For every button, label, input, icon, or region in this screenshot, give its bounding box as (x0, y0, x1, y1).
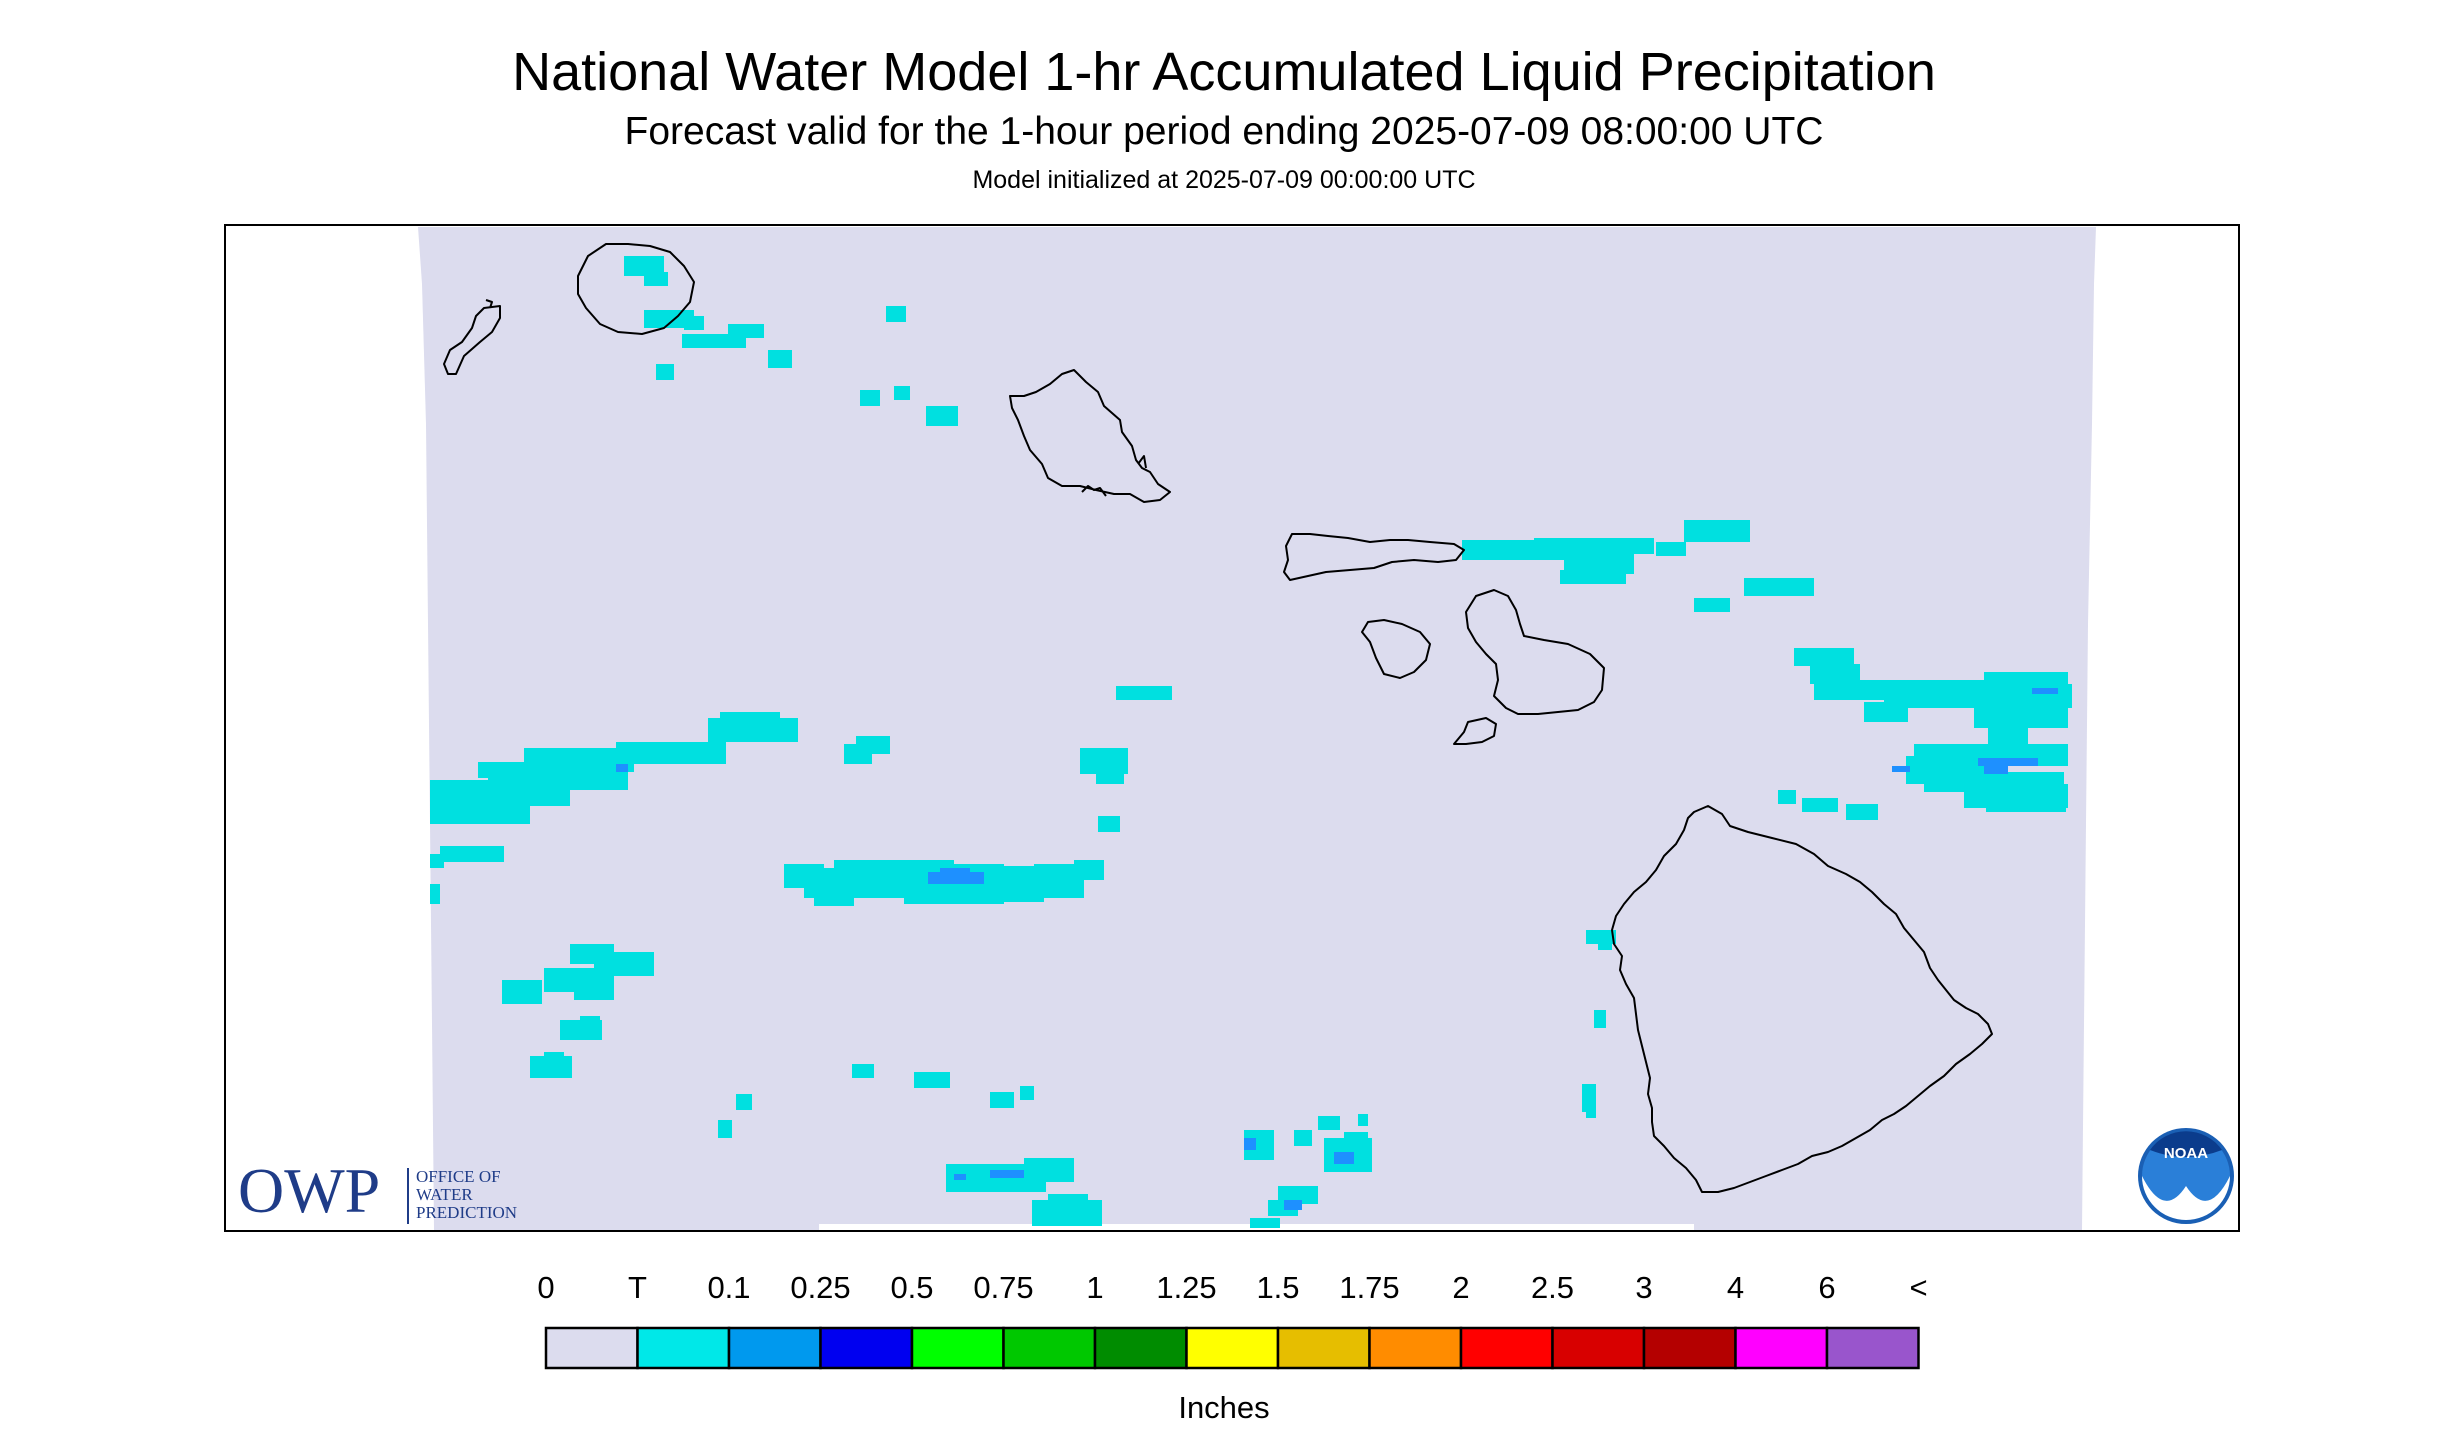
legend-tick-label: 2 (1452, 1270, 1470, 1305)
island-coastlines (443, 243, 1993, 1193)
legend-tick-label: T (628, 1270, 647, 1305)
island-niihau (443, 299, 501, 375)
owp-logo: OWP OFFICE OF WATER PREDICTION (238, 1155, 517, 1226)
legend-swatch (1276, 1326, 1371, 1370)
noaa-logo: NOAA (2138, 1128, 2234, 1224)
legend-swatch (1368, 1326, 1463, 1370)
map-subtitle: Forecast valid for the 1-hour period end… (624, 110, 1824, 153)
map-title: National Water Model 1-hr Accumulated Li… (512, 42, 1936, 102)
legend-swatch (1825, 1326, 1920, 1370)
island-lanai (1361, 619, 1431, 679)
legend-swatch (819, 1326, 914, 1370)
legend-swatch (1459, 1326, 1554, 1370)
island-kahoolawe (1453, 717, 1497, 745)
owp-logo-line1: OFFICE OF (416, 1167, 501, 1186)
model-domain (418, 227, 2096, 1230)
legend-swatch (1642, 1326, 1737, 1370)
precip-light-cells (616, 688, 2058, 1210)
legend-tick-label: 6 (1818, 1270, 1836, 1305)
legend-swatch (1551, 1326, 1646, 1370)
legend-tick-label: < (1909, 1270, 1928, 1305)
legend-tick-label: 4 (1726, 1270, 1745, 1305)
model-init-time: Model initialized at 2025-07-09 00:00:00… (972, 166, 1476, 194)
island-hawaii (1611, 805, 1993, 1193)
legend-swatch (1734, 1326, 1829, 1370)
legend-tick-label: 0.1 (707, 1270, 751, 1305)
island-kauai (577, 243, 695, 335)
island-oahu (1009, 369, 1171, 503)
legend-tick-label: 1.75 (1339, 1270, 1400, 1305)
legend-swatch (1002, 1326, 1097, 1370)
legend-tick-label: 0.5 (890, 1270, 934, 1305)
legend-swatch (1093, 1326, 1188, 1370)
owp-logo-text: OWP (238, 1155, 380, 1226)
legend-swatch (1185, 1326, 1280, 1370)
legend-tick-label: 1 (1086, 1270, 1104, 1305)
legend-tick-label: 0.75 (973, 1270, 1034, 1305)
legend-tick-label: 1.5 (1256, 1270, 1300, 1305)
legend-tick-label: 1.25 (1156, 1270, 1217, 1305)
legend-tick-label: 2.5 (1530, 1270, 1575, 1305)
legend-colorbar (544, 1326, 1920, 1370)
precipitation-map: OWP OFFICE OF WATER PREDICTION NOAA (224, 224, 2240, 1232)
island-molokai (1283, 533, 1465, 581)
legend-units: Inches (1178, 1390, 1270, 1425)
legend-tick-label: 0 (537, 1270, 555, 1305)
island-maui (1465, 589, 1605, 715)
owp-logo-line2: WATER (416, 1185, 473, 1204)
legend-swatch (544, 1326, 639, 1370)
noaa-logo-text: NOAA (2164, 1145, 2208, 1162)
legend-swatch (910, 1326, 1005, 1370)
legend-swatch (727, 1326, 822, 1370)
legend-tick-label: 0.25 (790, 1270, 851, 1305)
owp-logo-line3: PREDICTION (416, 1203, 517, 1222)
legend-tick-label: 3 (1635, 1270, 1653, 1305)
legend-swatch (636, 1326, 731, 1370)
